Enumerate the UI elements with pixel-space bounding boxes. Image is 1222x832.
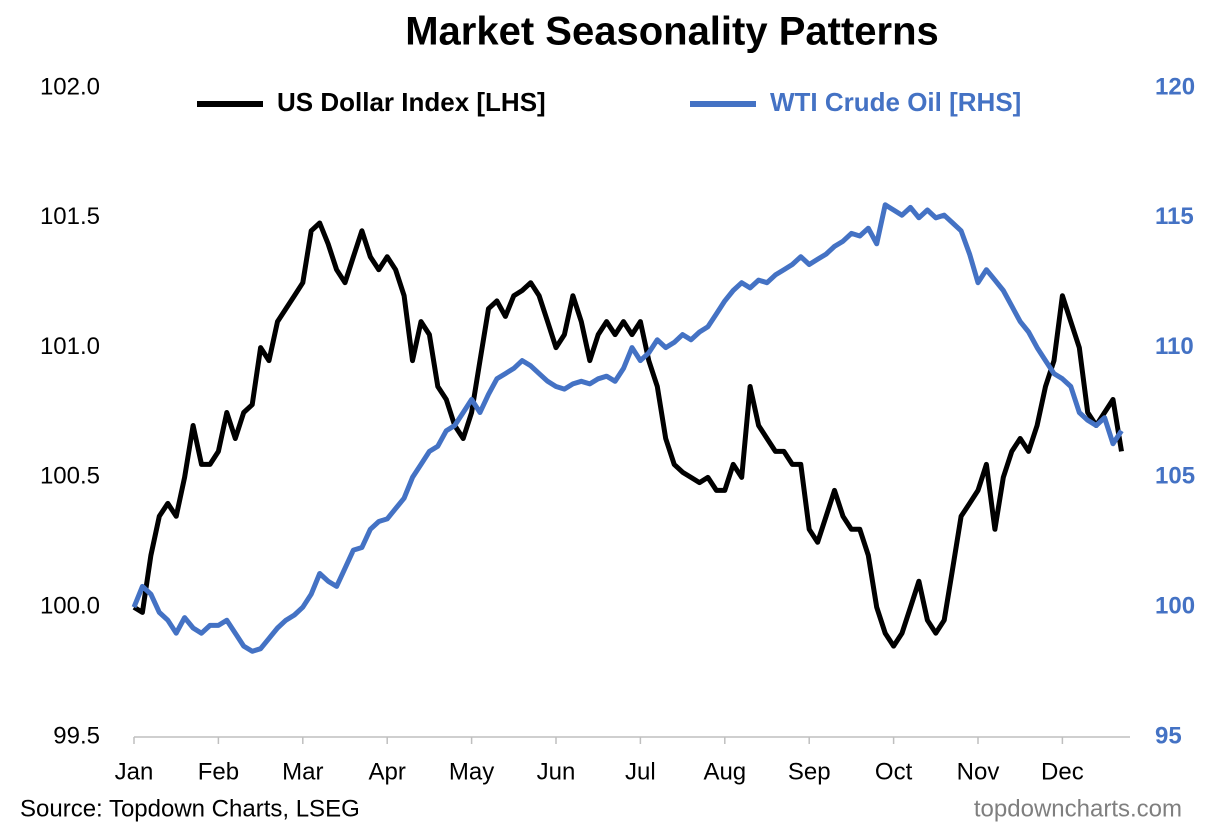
y2-tick-label: 95 [1155, 722, 1182, 749]
y-tick-label: 100.0 [40, 593, 100, 620]
chart-title: Market Seasonality Patterns [405, 10, 939, 54]
y-tick-label: 102.0 [40, 73, 100, 100]
y-tick-label: 100.5 [40, 463, 100, 490]
source: Source: Topdown Charts, LSEG [20, 795, 360, 822]
x-tick-label: Mar [282, 758, 323, 785]
series-line [132, 220, 1124, 649]
x-tick-label: Jun [537, 758, 576, 785]
y-tick-label: 101.0 [40, 333, 100, 360]
y2-tick-label: 105 [1155, 463, 1195, 490]
watermark: topdowncharts.com [974, 795, 1182, 822]
y2-tick-label: 110 [1155, 333, 1194, 360]
x-tick-label: Jul [625, 758, 656, 785]
x-tick-label: May [449, 758, 494, 785]
legend-label: WTI Crude Oil [RHS] [770, 87, 1021, 117]
x-tick-label: Aug [703, 758, 746, 785]
x-tick-label: Dec [1041, 758, 1084, 785]
y2-tick-label: 115 [1155, 203, 1194, 230]
x-tick-label: Jan [115, 758, 154, 785]
x-tick-label: Sep [788, 758, 831, 785]
x-tick-label: Feb [198, 758, 239, 785]
series-line [131, 202, 1124, 654]
y2-tick-label: 120 [1155, 73, 1195, 100]
x-tick-label: Nov [957, 758, 1000, 785]
legend-label: US Dollar Index [LHS] [277, 87, 546, 117]
x-tick-label: Oct [875, 758, 913, 785]
y2-tick-label: 100 [1155, 593, 1195, 620]
x-tick-label: Apr [369, 758, 406, 785]
y-tick-label: 99.5 [53, 722, 100, 749]
y-tick-label: 101.5 [40, 203, 100, 230]
